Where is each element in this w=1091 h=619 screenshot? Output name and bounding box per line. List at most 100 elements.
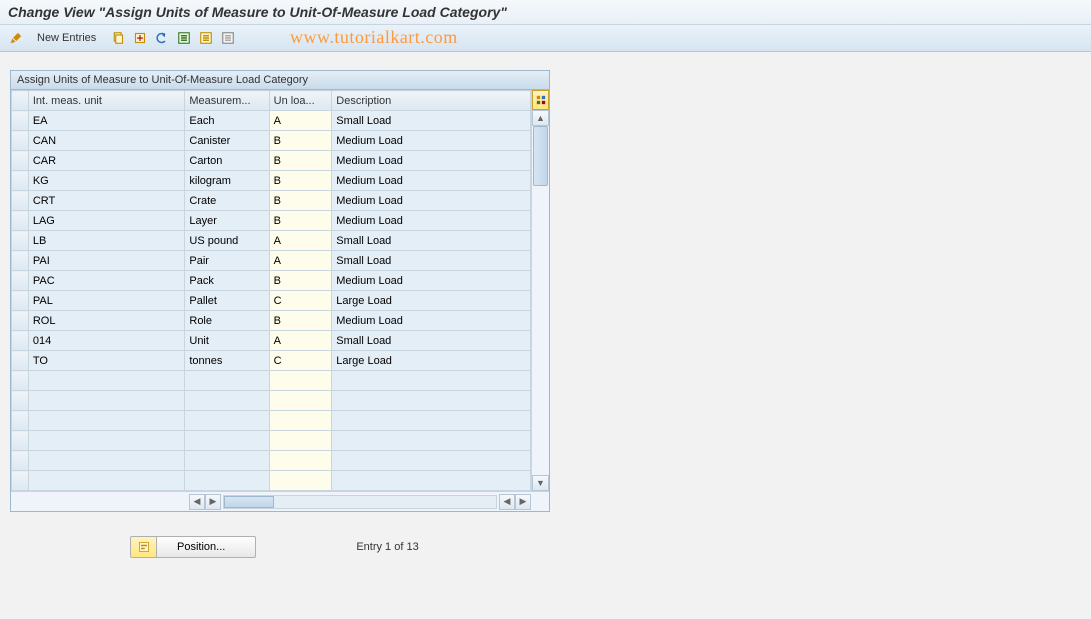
row-selector[interactable] [12, 231, 29, 251]
cell-description[interactable] [332, 471, 531, 491]
copy-icon[interactable] [109, 29, 127, 47]
horizontal-scrollbar[interactable]: ◀ ▶ ◀ ▶ [11, 491, 549, 511]
cell-unit[interactable]: LAG [28, 211, 185, 231]
cell-load[interactable]: B [269, 171, 332, 191]
hscroll-right2-icon[interactable]: ▶ [515, 494, 531, 510]
cell-unit[interactable]: LB [28, 231, 185, 251]
cell-description[interactable]: Small Load [332, 231, 531, 251]
row-selector[interactable] [12, 191, 29, 211]
row-selector[interactable] [12, 411, 29, 431]
row-selector-header[interactable] [12, 91, 29, 111]
table-row[interactable] [12, 371, 531, 391]
cell-load[interactable] [269, 391, 332, 411]
cell-description[interactable]: Medium Load [332, 191, 531, 211]
table-row[interactable]: CANCanisterBMedium Load [12, 131, 531, 151]
cell-measurement[interactable]: Canister [185, 131, 269, 151]
cell-load[interactable]: A [269, 331, 332, 351]
cell-description[interactable]: Medium Load [332, 211, 531, 231]
table-settings-icon[interactable] [532, 90, 549, 110]
delete-icon[interactable] [131, 29, 149, 47]
hscroll-left-icon[interactable]: ◀ [189, 494, 205, 510]
cell-unit[interactable]: PAI [28, 251, 185, 271]
col-header-measurement[interactable]: Measurem... [185, 91, 269, 111]
select-block-icon[interactable] [197, 29, 215, 47]
table-row[interactable]: 014UnitASmall Load [12, 331, 531, 351]
cell-unit[interactable] [28, 431, 185, 451]
cell-load[interactable] [269, 431, 332, 451]
row-selector[interactable] [12, 251, 29, 271]
deselect-all-icon[interactable] [219, 29, 237, 47]
row-selector[interactable] [12, 311, 29, 331]
cell-measurement[interactable]: US pound [185, 231, 269, 251]
table-row[interactable] [12, 471, 531, 491]
row-selector[interactable] [12, 431, 29, 451]
table-row[interactable]: ROLRoleBMedium Load [12, 311, 531, 331]
cell-load[interactable]: C [269, 351, 332, 371]
cell-description[interactable]: Medium Load [332, 311, 531, 331]
cell-measurement[interactable]: Pack [185, 271, 269, 291]
row-selector[interactable] [12, 371, 29, 391]
col-header-load[interactable]: Un loa... [269, 91, 332, 111]
cell-measurement[interactable]: Role [185, 311, 269, 331]
row-selector[interactable] [12, 151, 29, 171]
cell-measurement[interactable]: Pallet [185, 291, 269, 311]
cell-description[interactable] [332, 451, 531, 471]
row-selector[interactable] [12, 351, 29, 371]
table-row[interactable]: LBUS poundASmall Load [12, 231, 531, 251]
cell-description[interactable] [332, 391, 531, 411]
vscroll-thumb[interactable] [533, 126, 548, 186]
cell-measurement[interactable]: kilogram [185, 171, 269, 191]
row-selector[interactable] [12, 271, 29, 291]
cell-unit[interactable] [28, 411, 185, 431]
select-all-icon[interactable] [175, 29, 193, 47]
cell-load[interactable]: A [269, 231, 332, 251]
table-row[interactable]: PALPalletCLarge Load [12, 291, 531, 311]
cell-measurement[interactable] [185, 391, 269, 411]
row-selector[interactable] [12, 171, 29, 191]
col-header-unit[interactable]: Int. meas. unit [28, 91, 185, 111]
cell-unit[interactable] [28, 371, 185, 391]
cell-load[interactable]: B [269, 211, 332, 231]
cell-description[interactable]: Large Load [332, 291, 531, 311]
table-row[interactable]: EAEachASmall Load [12, 111, 531, 131]
cell-unit[interactable]: TO [28, 351, 185, 371]
cell-description[interactable]: Medium Load [332, 131, 531, 151]
cell-measurement[interactable] [185, 451, 269, 471]
vscroll-track[interactable] [532, 126, 549, 475]
scroll-down-icon[interactable]: ▼ [532, 475, 549, 491]
cell-unit[interactable]: CAR [28, 151, 185, 171]
new-entries-button[interactable]: New Entries [28, 29, 105, 47]
cell-load[interactable] [269, 451, 332, 471]
table-row[interactable]: LAGLayerBMedium Load [12, 211, 531, 231]
hscroll-track[interactable] [223, 495, 497, 509]
cell-load[interactable] [269, 471, 332, 491]
cell-unit[interactable] [28, 451, 185, 471]
table-row[interactable]: PACPackBMedium Load [12, 271, 531, 291]
table-row[interactable] [12, 411, 531, 431]
cell-description[interactable] [332, 431, 531, 451]
hscroll-right-icon[interactable]: ▶ [205, 494, 221, 510]
scroll-up-icon[interactable]: ▲ [532, 110, 549, 126]
cell-measurement[interactable]: Carton [185, 151, 269, 171]
cell-measurement[interactable] [185, 411, 269, 431]
cell-measurement[interactable] [185, 471, 269, 491]
cell-unit[interactable]: 014 [28, 331, 185, 351]
cell-measurement[interactable]: Crate [185, 191, 269, 211]
cell-unit[interactable]: KG [28, 171, 185, 191]
table-row[interactable]: TOtonnesCLarge Load [12, 351, 531, 371]
cell-load[interactable] [269, 411, 332, 431]
table-row[interactable] [12, 431, 531, 451]
cell-unit[interactable] [28, 391, 185, 411]
row-selector[interactable] [12, 291, 29, 311]
cell-unit[interactable]: CAN [28, 131, 185, 151]
cell-measurement[interactable]: tonnes [185, 351, 269, 371]
row-selector[interactable] [12, 111, 29, 131]
cell-description[interactable]: Small Load [332, 331, 531, 351]
table-row[interactable] [12, 391, 531, 411]
row-selector[interactable] [12, 451, 29, 471]
toggle-edit-icon[interactable] [6, 29, 24, 47]
cell-measurement[interactable] [185, 371, 269, 391]
cell-measurement[interactable]: Each [185, 111, 269, 131]
table-row[interactable] [12, 451, 531, 471]
row-selector[interactable] [12, 331, 29, 351]
